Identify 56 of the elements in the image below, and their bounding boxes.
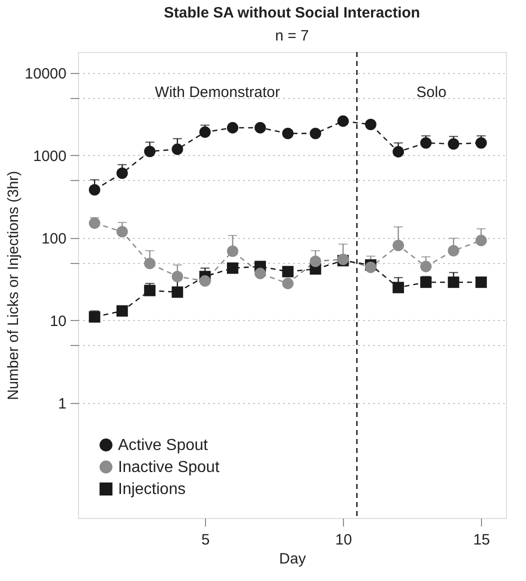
chart-title: Stable SA without Social Interaction	[164, 4, 420, 22]
point	[226, 262, 238, 274]
point	[392, 146, 404, 158]
point	[88, 217, 100, 229]
legend-label: Active Spout	[118, 437, 208, 454]
point	[254, 122, 266, 134]
point	[475, 276, 487, 288]
y-tick-label: 1000	[33, 148, 66, 165]
y-tick-label: 1	[58, 395, 66, 412]
point	[88, 184, 100, 196]
point	[116, 226, 128, 238]
point	[199, 275, 211, 287]
point	[226, 122, 238, 134]
point	[392, 282, 404, 294]
point	[282, 266, 294, 278]
chart-subtitle: n = 7	[275, 27, 309, 44]
point	[226, 246, 238, 257]
point	[144, 258, 156, 270]
legend-label: Inactive Spout	[118, 459, 220, 476]
point	[282, 128, 294, 140]
point	[310, 128, 322, 140]
point	[364, 262, 376, 273]
point	[392, 240, 404, 252]
x-tick-label: 15	[473, 532, 490, 548]
point	[144, 146, 156, 158]
x-tick-label: 10	[335, 532, 352, 548]
point	[172, 144, 184, 155]
legend-label: Injections	[118, 481, 186, 498]
point	[116, 305, 128, 317]
point	[448, 244, 460, 256]
point	[420, 276, 432, 288]
point	[88, 311, 100, 323]
point	[337, 115, 349, 127]
point	[254, 268, 266, 280]
point	[199, 126, 211, 138]
annotation: With Demonstrator	[154, 84, 280, 101]
y-tick-label: 10	[50, 312, 66, 330]
point	[172, 270, 184, 282]
point	[144, 284, 156, 296]
y-tick-label: 10000	[24, 66, 66, 83]
point	[420, 137, 432, 149]
point	[310, 256, 322, 268]
point	[172, 286, 184, 298]
y-tick-label: 100	[41, 230, 66, 248]
point	[448, 138, 460, 150]
point	[282, 278, 294, 290]
point	[116, 167, 128, 179]
annotation: Solo	[416, 84, 446, 101]
point	[420, 260, 432, 272]
point	[448, 276, 460, 288]
point	[475, 234, 487, 246]
point	[475, 137, 487, 149]
y-axis-title: Number of Licks or Injections (3hr)	[4, 170, 22, 400]
point	[364, 118, 376, 130]
x-tick-label: 5	[201, 532, 210, 548]
x-axis-title: Day	[279, 550, 306, 568]
